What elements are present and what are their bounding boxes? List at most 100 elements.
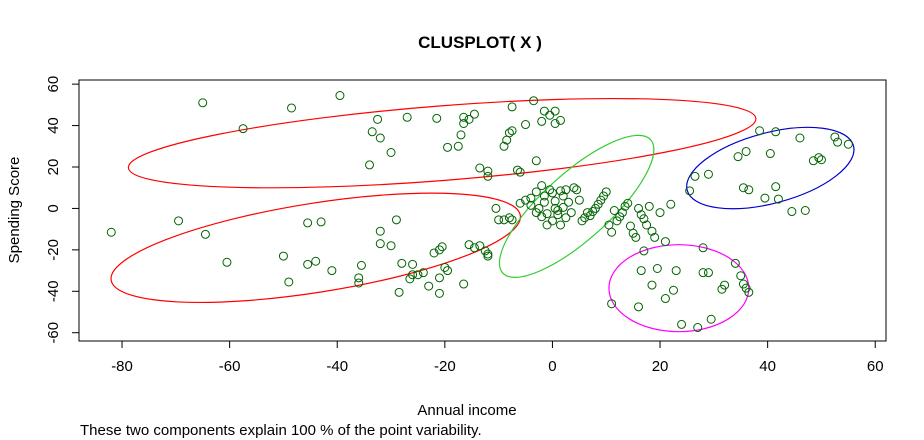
x-tick-label: -40 — [326, 358, 348, 375]
data-point — [526, 193, 536, 203]
x-tick-label: 0 — [548, 358, 556, 375]
data-point — [475, 163, 485, 173]
data-point — [483, 249, 493, 259]
data-point — [375, 133, 385, 143]
data-point — [634, 302, 644, 312]
data-point — [491, 203, 501, 213]
data-point — [469, 109, 479, 119]
data-point — [200, 229, 210, 239]
x-axis-label: Annual income — [417, 402, 516, 419]
data-point — [507, 102, 517, 112]
data-point — [499, 215, 509, 225]
data-point — [830, 132, 840, 142]
y-tick-label: 60 — [45, 76, 62, 93]
data-point — [685, 186, 695, 196]
data-point — [561, 185, 571, 195]
data-point — [453, 141, 463, 151]
data-point — [542, 209, 552, 219]
data-point — [550, 119, 560, 128]
data-point — [531, 187, 541, 197]
data-point — [650, 232, 660, 242]
data-point — [483, 251, 493, 261]
data-point — [375, 239, 385, 249]
data-point — [537, 181, 547, 191]
data-point — [620, 201, 630, 211]
data-point — [800, 206, 810, 215]
data-point — [542, 220, 552, 230]
data-point — [504, 213, 514, 223]
data-point — [499, 141, 509, 151]
data-point — [397, 258, 407, 268]
data-point — [354, 273, 364, 283]
x-tick-label: 60 — [867, 358, 884, 375]
data-point — [507, 215, 517, 225]
data-point — [475, 241, 485, 251]
data-point — [634, 203, 644, 213]
data-point — [814, 153, 824, 163]
data-point — [531, 156, 541, 166]
data-point — [335, 91, 345, 101]
data-point — [521, 120, 531, 130]
data-point — [677, 319, 687, 329]
data-point — [660, 237, 670, 247]
data-point — [534, 203, 544, 213]
data-point — [744, 185, 754, 195]
data-point — [741, 146, 751, 156]
data-point — [408, 259, 418, 269]
data-point — [668, 285, 678, 295]
data-point — [303, 259, 313, 269]
data-point — [437, 242, 447, 252]
data-point — [609, 206, 619, 215]
cluster-ellipses — [110, 97, 855, 333]
data-point — [539, 191, 549, 201]
data-point — [386, 241, 396, 251]
data-point — [316, 217, 326, 227]
y-tick-label: -60 — [45, 322, 62, 344]
data-point — [424, 281, 434, 291]
data-point — [655, 208, 665, 218]
data-point — [660, 294, 670, 304]
y-tick-label: 0 — [45, 204, 62, 212]
data-point — [311, 256, 321, 266]
data-point — [365, 160, 375, 170]
data-point — [556, 115, 566, 125]
data-point — [494, 215, 504, 225]
data-point — [553, 210, 563, 220]
data-point — [440, 262, 450, 272]
data-point — [106, 227, 116, 237]
data-point — [515, 198, 525, 208]
data-point — [720, 280, 730, 290]
data-point — [287, 103, 297, 113]
data-point — [647, 280, 657, 290]
data-point — [765, 149, 775, 159]
data-point — [537, 116, 547, 126]
data-point — [545, 110, 555, 120]
x-tick-label: 40 — [759, 358, 776, 375]
data-point — [432, 113, 442, 123]
data-point — [816, 155, 826, 165]
data-point — [574, 195, 584, 205]
data-point — [703, 169, 713, 179]
data-point — [558, 191, 568, 201]
data-point — [636, 266, 646, 276]
data-point — [367, 127, 377, 137]
data-point — [327, 266, 337, 276]
data-point — [483, 171, 493, 181]
data-point — [429, 248, 439, 258]
data-point — [373, 114, 383, 124]
data-point — [601, 187, 611, 197]
data-point — [394, 287, 404, 297]
data-point — [512, 165, 522, 175]
data-point — [566, 208, 576, 218]
data-point — [582, 208, 592, 218]
data-point — [693, 323, 703, 333]
data-point — [545, 185, 555, 195]
data-point — [771, 127, 781, 137]
data-point — [434, 273, 444, 283]
data-point — [464, 240, 474, 250]
data-point — [703, 268, 713, 278]
data-point — [617, 208, 627, 218]
x-tick-label: -20 — [434, 358, 456, 375]
data-point — [539, 197, 549, 207]
